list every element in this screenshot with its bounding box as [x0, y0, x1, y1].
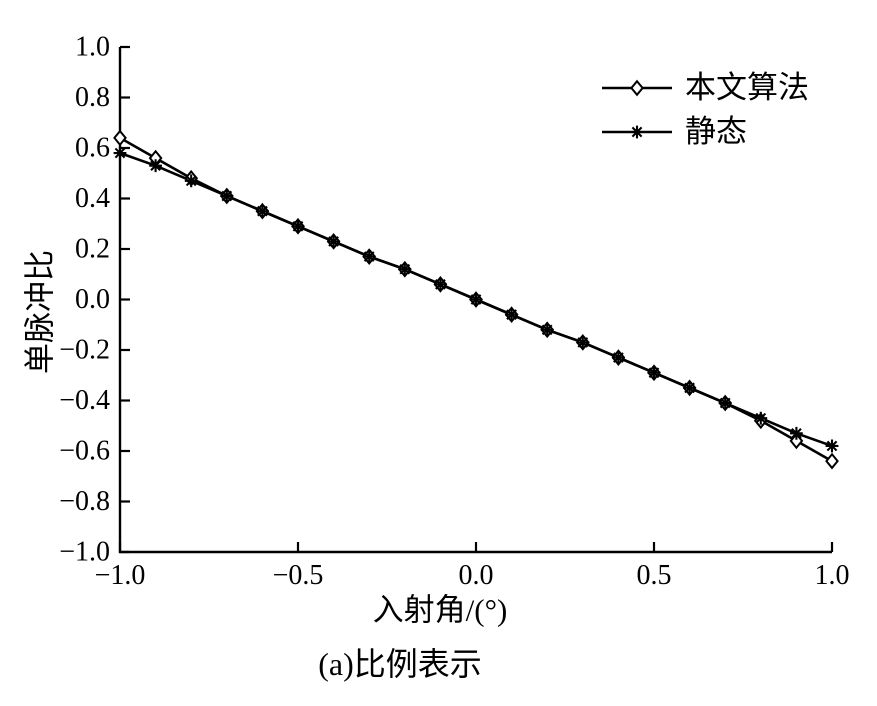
- legend-item-static: 静态: [600, 110, 809, 154]
- y-tick-label: 0.0: [75, 284, 110, 315]
- y-tick-label: 0.8: [75, 82, 110, 113]
- asterisk-marker: [505, 308, 518, 322]
- asterisk-marker: [825, 439, 839, 453]
- diamond-marker: [825, 452, 839, 470]
- y-tick-label: 0.4: [75, 183, 110, 214]
- x-tick-label: 1.0: [815, 560, 850, 591]
- x-tick-label: 0.5: [637, 560, 672, 591]
- asterisk-marker: [256, 204, 269, 218]
- subfigure-caption: (a)比例表示: [318, 646, 482, 682]
- asterisk-marker: [630, 125, 644, 139]
- legend-item-proposed-algorithm: 本文算法: [600, 66, 809, 110]
- asterisk-marker: [612, 351, 625, 364]
- x-tick-label: −1.0: [95, 560, 146, 591]
- asterisk-marker: [362, 250, 376, 263]
- diamond-marker: [630, 79, 644, 97]
- asterisk-marker: [718, 396, 732, 410]
- y-tick-label: 0.6: [75, 133, 110, 164]
- asterisk-marker: [683, 381, 696, 395]
- asterisk-marker: [647, 366, 661, 380]
- legend-label-proposed-algorithm: 本文算法: [685, 70, 809, 105]
- y-tick-label: −0.2: [59, 335, 110, 366]
- asterisk-marker: [469, 293, 483, 306]
- y-axis-title: 单脉冲比: [22, 250, 58, 374]
- asterisk-marker: [540, 323, 554, 337]
- asterisk-marker: [398, 262, 412, 276]
- asterisk-marker: [149, 159, 162, 173]
- asterisk-marker: [754, 411, 768, 425]
- legend-label-static: 静态: [685, 114, 747, 149]
- asterisk-marker: [220, 189, 234, 203]
- y-tick-label: 0.2: [75, 234, 110, 265]
- x-tick-label: 0.0: [459, 560, 494, 591]
- x-axis-title: 入射角/(°): [372, 592, 508, 628]
- asterisk-marker: [113, 146, 127, 160]
- asterisk-marker: [184, 174, 198, 188]
- asterisk-marker: [291, 219, 305, 233]
- diamond-line-swatch-icon: [602, 79, 672, 97]
- y-tick-label: −0.4: [59, 385, 110, 416]
- asterisk-marker: [434, 277, 447, 291]
- y-tick-label: −0.8: [59, 486, 110, 517]
- y-tick-label: −0.6: [59, 436, 110, 467]
- diamond-marker: [113, 129, 127, 147]
- asterisk-marker: [327, 235, 340, 248]
- asterisk-line-swatch-icon: [602, 125, 672, 139]
- y-tick-label: −1.0: [59, 537, 110, 568]
- x-tick-label: −0.5: [273, 560, 324, 591]
- y-tick-label: 1.0: [75, 32, 110, 63]
- asterisk-marker: [790, 426, 803, 440]
- line-chart-canvas: 1.0 0.8 0.6 0.4 0.2 0.0 −0.2 −0.4 −0.6 −0.8 −1.0−1…: [59, 32, 850, 592]
- legend: 本文算法 静态: [600, 66, 809, 154]
- asterisk-marker: [576, 336, 590, 349]
